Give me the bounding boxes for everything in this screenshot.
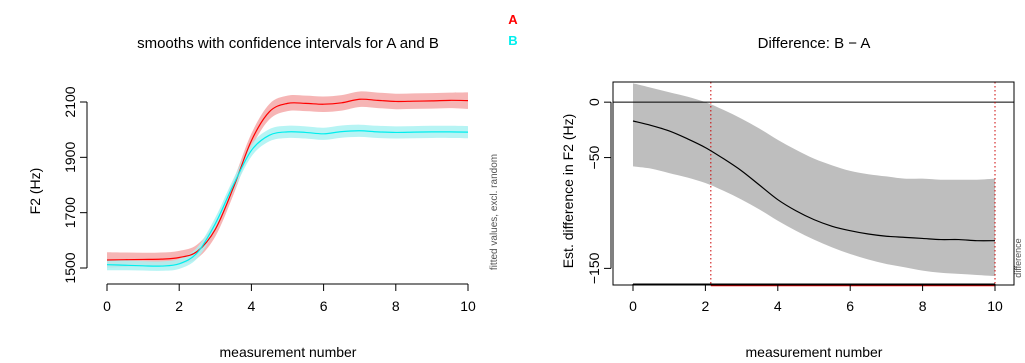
y-tick-label: −50 (586, 145, 602, 169)
right-side-label: difference (1013, 238, 1023, 277)
right-title: Difference: B − A (758, 35, 871, 52)
x-tick-label: 6 (846, 298, 854, 314)
y-tick-label: 1500 (62, 252, 78, 283)
x-tick-label: 2 (175, 298, 183, 314)
x-tick-label: 8 (919, 298, 927, 314)
x-tick-label: 0 (103, 298, 111, 314)
ci-band-2 (107, 124, 468, 271)
y-tick-label: 2100 (62, 86, 78, 117)
x-tick-label: 6 (320, 298, 328, 314)
series-line-1 (632, 120, 996, 242)
x-tick-label: 4 (774, 298, 782, 314)
y-tick-label: 0 (586, 98, 602, 106)
x-tick-label: 10 (987, 298, 1003, 314)
legend-label-a: A (508, 12, 518, 27)
left-x-axis-label: measurement number (220, 344, 357, 360)
x-tick-label: 10 (460, 298, 476, 314)
right-y-axis-label: Est. difference in F2 (Hz) (560, 114, 576, 269)
left-y-axis-label: F2 (Hz) (27, 168, 43, 215)
ci-band-1 (633, 83, 995, 277)
y-tick-label: 1900 (62, 142, 78, 173)
right-x-axis-label: measurement number (746, 344, 883, 360)
series-line-2 (106, 130, 469, 267)
ci-band-1 (107, 91, 468, 268)
x-tick-label: 4 (248, 298, 256, 314)
left-title: smooths with confidence intervals for A … (137, 35, 439, 52)
right-panel: Difference: B − A measurement number Est… (560, 35, 1023, 360)
x-tick-label: 8 (392, 298, 400, 314)
y-tick-label: 1700 (62, 197, 78, 228)
y-tick-label: −150 (586, 252, 602, 284)
plot-box (612, 81, 1015, 286)
legend-label-b: B (508, 33, 517, 48)
left-panel: smooths with confidence intervals for A … (27, 12, 518, 360)
x-tick-label: 2 (702, 298, 710, 314)
series-line-1 (106, 98, 469, 261)
left-side-label: fitted values, excl. random (489, 154, 500, 270)
x-tick-label: 0 (629, 298, 637, 314)
